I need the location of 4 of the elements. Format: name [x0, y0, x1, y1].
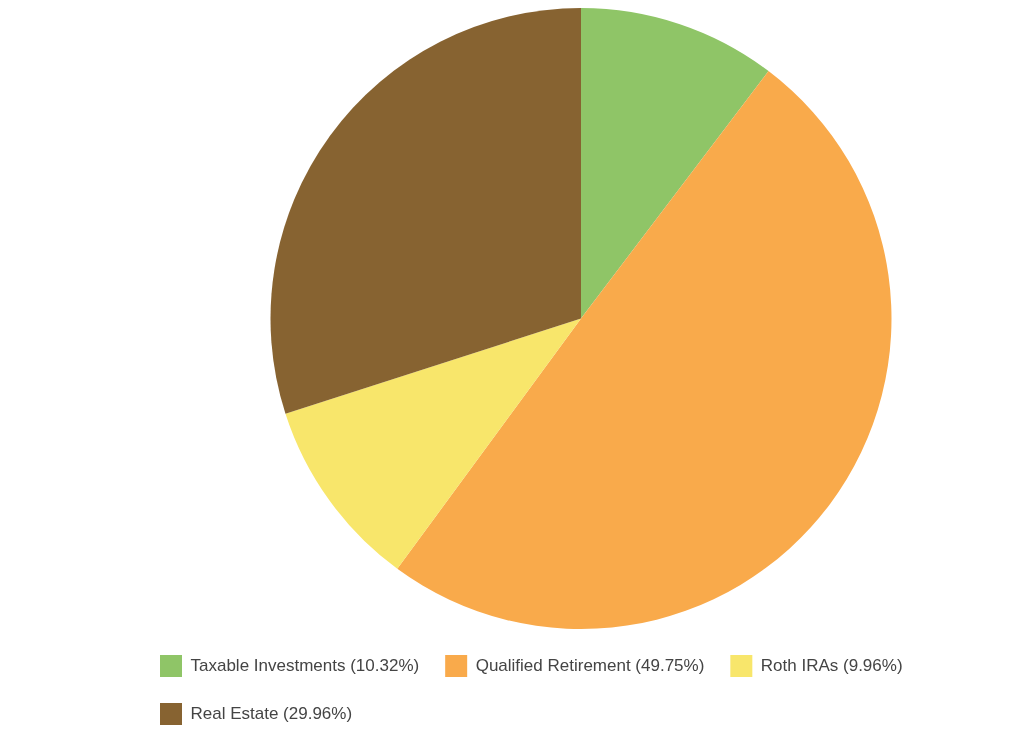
legend-label: Qualified Retirement (49.75%)	[475, 655, 705, 675]
legend-label: Taxable Investments (10.32%)	[190, 655, 420, 675]
legend-label: Roth IRAs (9.96%)	[760, 655, 903, 675]
legend-label: Real Estate (29.96%)	[190, 703, 353, 723]
